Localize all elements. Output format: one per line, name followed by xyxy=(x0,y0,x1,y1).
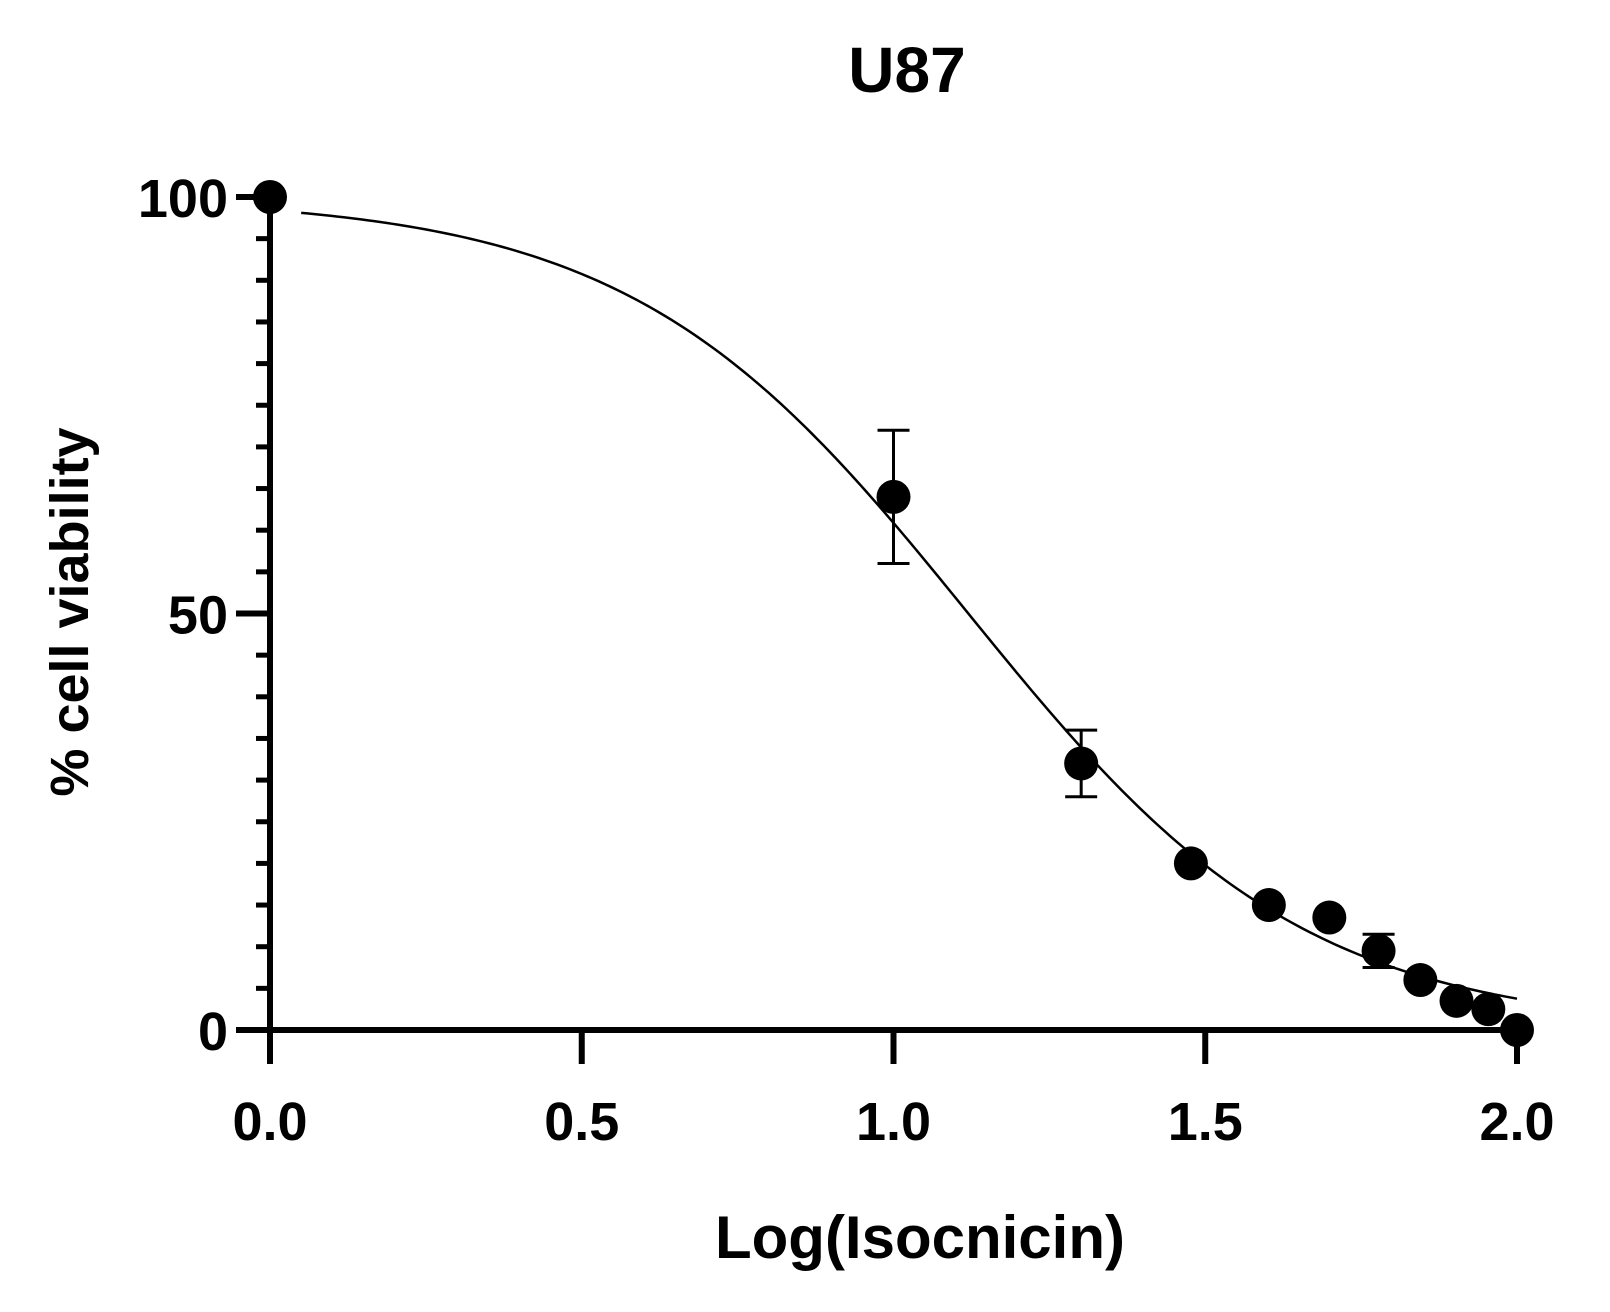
y-tick-label: 0 xyxy=(198,1002,228,1062)
chart-title: U87 xyxy=(848,34,965,106)
x-tick-label: 1.0 xyxy=(856,1092,931,1152)
x-tick-label: 1.5 xyxy=(1168,1092,1243,1152)
data-point xyxy=(1251,888,1286,923)
x-axis-label: Log(Isocnicin) xyxy=(715,1204,1125,1271)
y-axis-label: % cell viability xyxy=(40,427,100,796)
data-point xyxy=(1173,846,1208,881)
data-point xyxy=(1439,983,1474,1018)
fit-curve xyxy=(301,211,1518,1000)
data-point xyxy=(1312,900,1347,935)
data-point xyxy=(1471,992,1506,1027)
data-point xyxy=(1500,1013,1534,1047)
x-tick-label: 2.0 xyxy=(1479,1092,1554,1152)
data-points-layer xyxy=(253,180,1534,1047)
fit-curve-layer xyxy=(301,211,1518,1000)
data-point xyxy=(253,180,287,214)
y-tick-label: 50 xyxy=(168,586,228,646)
x-tick-label: 0.0 xyxy=(232,1092,307,1152)
data-point xyxy=(1064,746,1099,781)
y-tick-label: 100 xyxy=(138,169,228,229)
axes: 0 50 100 0.0 0.5 1.0 1.5 2.0 xyxy=(138,169,1555,1152)
data-point xyxy=(1361,933,1396,968)
x-tick-label: 0.5 xyxy=(544,1092,619,1152)
data-point xyxy=(876,479,911,514)
data-point xyxy=(1403,963,1438,998)
